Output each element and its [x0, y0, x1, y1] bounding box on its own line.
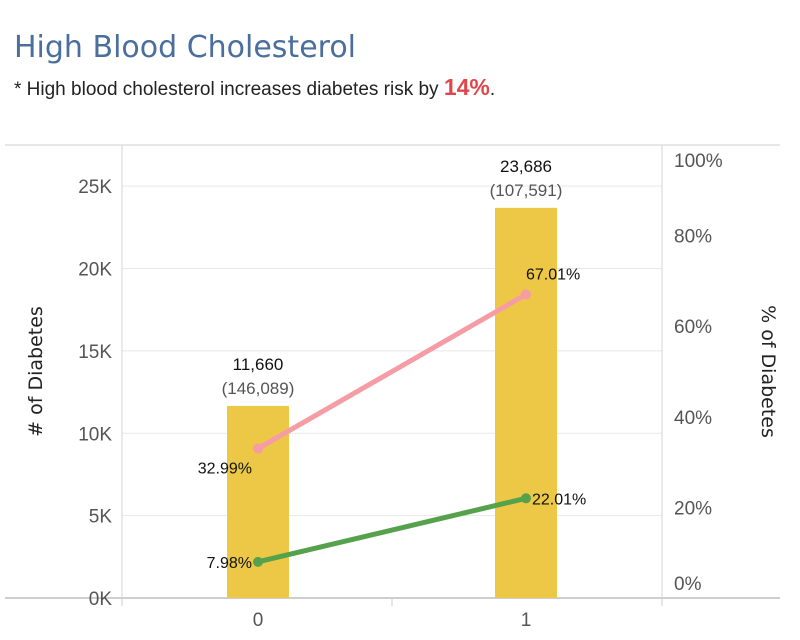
left-axis-label: # of Diabetes: [25, 306, 47, 437]
green-series-point: [253, 556, 263, 567]
category-label: 1: [521, 610, 532, 631]
green-point-label: 7.98%: [207, 555, 252, 572]
bar: [495, 207, 557, 599]
bar-count-label: (107,591): [490, 181, 563, 200]
left-tick-label: 0K: [89, 589, 113, 610]
chart-subtitle: * High blood cholesterol increases diabe…: [14, 74, 495, 101]
bar-count-label: (146,089): [222, 379, 295, 398]
right-tick-label: 20%: [674, 498, 712, 519]
left-tick-label: 10K: [78, 424, 112, 445]
bar-value-label: 11,660: [233, 355, 284, 374]
subtitle-prefix: * High blood cholesterol increases diabe…: [14, 79, 444, 100]
chart-title: High Blood Cholesterol: [14, 30, 357, 65]
pink-series-line: [255, 291, 529, 452]
gridlines: [122, 185, 662, 517]
left-tick-label: 5K: [89, 507, 113, 528]
green-series-point: [521, 493, 531, 504]
right-tick-label: 80%: [674, 227, 712, 248]
left-tick-label: 15K: [78, 342, 112, 363]
right-axis-ticks: 0% 20% 40% 60% 80% 100%: [674, 151, 723, 595]
right-tick-label: 100%: [674, 151, 723, 172]
line-series: 32.99% 67.01% 7.98% 22.01%: [198, 266, 587, 571]
pink-point-label: 32.99%: [198, 461, 252, 478]
green-series-line: [255, 495, 529, 565]
pink-series-point: [521, 289, 531, 300]
right-tick-label: 0%: [674, 574, 702, 595]
right-tick-label: 60%: [674, 317, 712, 338]
subtitle-suffix: .: [489, 79, 496, 100]
bar-value-label: 23,686: [500, 157, 552, 176]
pink-series-point: [253, 443, 263, 454]
pink-point-label: 67.01%: [526, 266, 580, 283]
right-axis-label: % of Diabetes: [757, 305, 779, 438]
left-tick-label: 20K: [78, 260, 112, 281]
left-tick-label: 25K: [78, 177, 112, 198]
category-label: 0: [253, 610, 264, 631]
left-axis-ticks: 0K 5K 10K 15K 20K 25K: [78, 177, 112, 610]
right-tick-label: 40%: [674, 408, 712, 429]
subtitle-highlight: 14%: [443, 74, 490, 100]
chart-frame: [5, 144, 780, 606]
green-point-label: 22.01%: [532, 491, 586, 508]
